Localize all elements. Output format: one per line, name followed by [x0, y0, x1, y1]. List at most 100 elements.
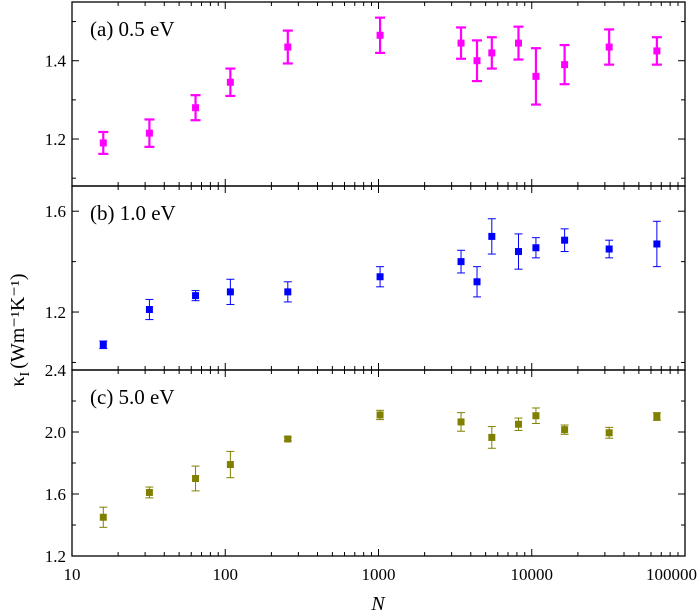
data-point [560, 424, 569, 435]
data-marker [473, 278, 481, 286]
y-tick-label: 1.2 [45, 303, 66, 322]
y-axis-title-subscript: I [18, 371, 33, 376]
data-marker [226, 78, 234, 86]
panel-1: 1.2 1.6 (b) 1.0 eV [45, 185, 686, 371]
data-point [283, 435, 292, 443]
data-point [472, 39, 483, 83]
data-point [652, 220, 661, 268]
data-point [145, 486, 154, 499]
data-marker [488, 232, 496, 240]
data-point [282, 29, 293, 65]
data-point [514, 233, 523, 270]
data-marker [284, 288, 292, 296]
x-tick-label: 100 [213, 565, 239, 584]
x-axis-title: N [370, 593, 386, 615]
data-point [651, 36, 662, 66]
x-tick-label: 100000 [646, 565, 697, 584]
data-point [457, 249, 466, 274]
data-point [473, 266, 482, 298]
data-point [144, 118, 155, 148]
data-marker [561, 236, 569, 244]
data-point [457, 412, 466, 432]
data-marker [653, 47, 661, 55]
y-tick-label: 1.6 [45, 485, 66, 504]
data-marker [99, 341, 107, 349]
data-point [456, 26, 467, 60]
data-marker [605, 245, 613, 253]
data-marker [457, 39, 465, 47]
data-point [514, 417, 523, 431]
panel-0: 1.2 1.4 (a) 0.5 eV [45, 1, 686, 187]
y-tick-label: 1.2 [45, 130, 66, 149]
data-marker [457, 258, 465, 266]
data-marker [145, 306, 153, 314]
data-point [605, 239, 614, 259]
data-marker [376, 31, 384, 39]
y-tick-label: 1.6 [45, 202, 66, 221]
data-marker [514, 420, 522, 428]
data-marker [561, 426, 569, 434]
data-point [99, 340, 108, 350]
x-tick-label: 10000 [511, 565, 554, 584]
data-marker [457, 418, 465, 426]
data-point [487, 426, 496, 449]
data-point [486, 36, 497, 70]
data-point [98, 130, 109, 155]
data-point [531, 407, 540, 424]
data-point [559, 43, 570, 86]
data-point [513, 25, 524, 61]
y-axis-title-unit: (Wm⁻¹K⁻¹) [7, 273, 29, 368]
y-tick-label: 2.4 [45, 361, 67, 380]
data-point [604, 28, 615, 66]
data-point [226, 278, 235, 305]
data-marker [514, 39, 522, 47]
data-marker [532, 244, 540, 252]
data-point [376, 266, 385, 288]
data-point [605, 426, 614, 439]
panel-label: (c) 5.0 eV [90, 385, 175, 409]
data-point [375, 16, 386, 54]
panel-label: (b) 1.0 eV [90, 201, 176, 225]
data-point [530, 47, 541, 106]
data-point [487, 218, 496, 255]
data-marker [653, 240, 661, 248]
data-point [190, 94, 201, 122]
data-marker [226, 461, 234, 469]
panel-2: 1.2 1.6 2.0 2.4 (c) 5.0 eV [45, 361, 686, 566]
data-marker [605, 43, 613, 51]
data-point [145, 298, 154, 321]
data-marker [532, 412, 540, 420]
data-marker [376, 411, 384, 419]
data-point [560, 228, 569, 253]
data-point [99, 506, 108, 528]
y-tick-label: 2.0 [45, 423, 66, 442]
panel-label: (a) 0.5 eV [90, 17, 175, 41]
y-tick-label: 1.2 [45, 547, 66, 566]
x-tick-label: 1000 [362, 565, 396, 584]
data-marker [605, 429, 613, 437]
data-marker [284, 43, 292, 51]
data-marker [99, 513, 107, 521]
data-marker [145, 129, 153, 137]
y-tick-label: 1.4 [45, 52, 67, 71]
data-point [652, 412, 661, 421]
y-axis-title: κI (Wm⁻¹K⁻¹) [7, 273, 33, 386]
data-marker [145, 488, 153, 496]
data-marker [488, 49, 496, 57]
data-marker [226, 288, 234, 296]
data-point [225, 67, 236, 98]
panels: 1.2 1.4 (a) 0.5 eV 1.2 1.6 (b) 1.0 eV 1.2 1.6 2.… [45, 1, 686, 566]
data-point [226, 450, 235, 479]
x-tick-label: 10 [64, 565, 81, 584]
data-point [531, 237, 540, 259]
data-marker [192, 104, 200, 112]
data-marker [284, 435, 292, 443]
data-marker [99, 139, 107, 147]
x-axis: 10 100 1000 10000 100000 [64, 565, 698, 584]
y-axis-title-symbol: κ [7, 376, 29, 386]
data-marker [514, 248, 522, 256]
data-marker [473, 57, 481, 65]
data-marker [532, 72, 540, 80]
data-point [376, 409, 385, 421]
